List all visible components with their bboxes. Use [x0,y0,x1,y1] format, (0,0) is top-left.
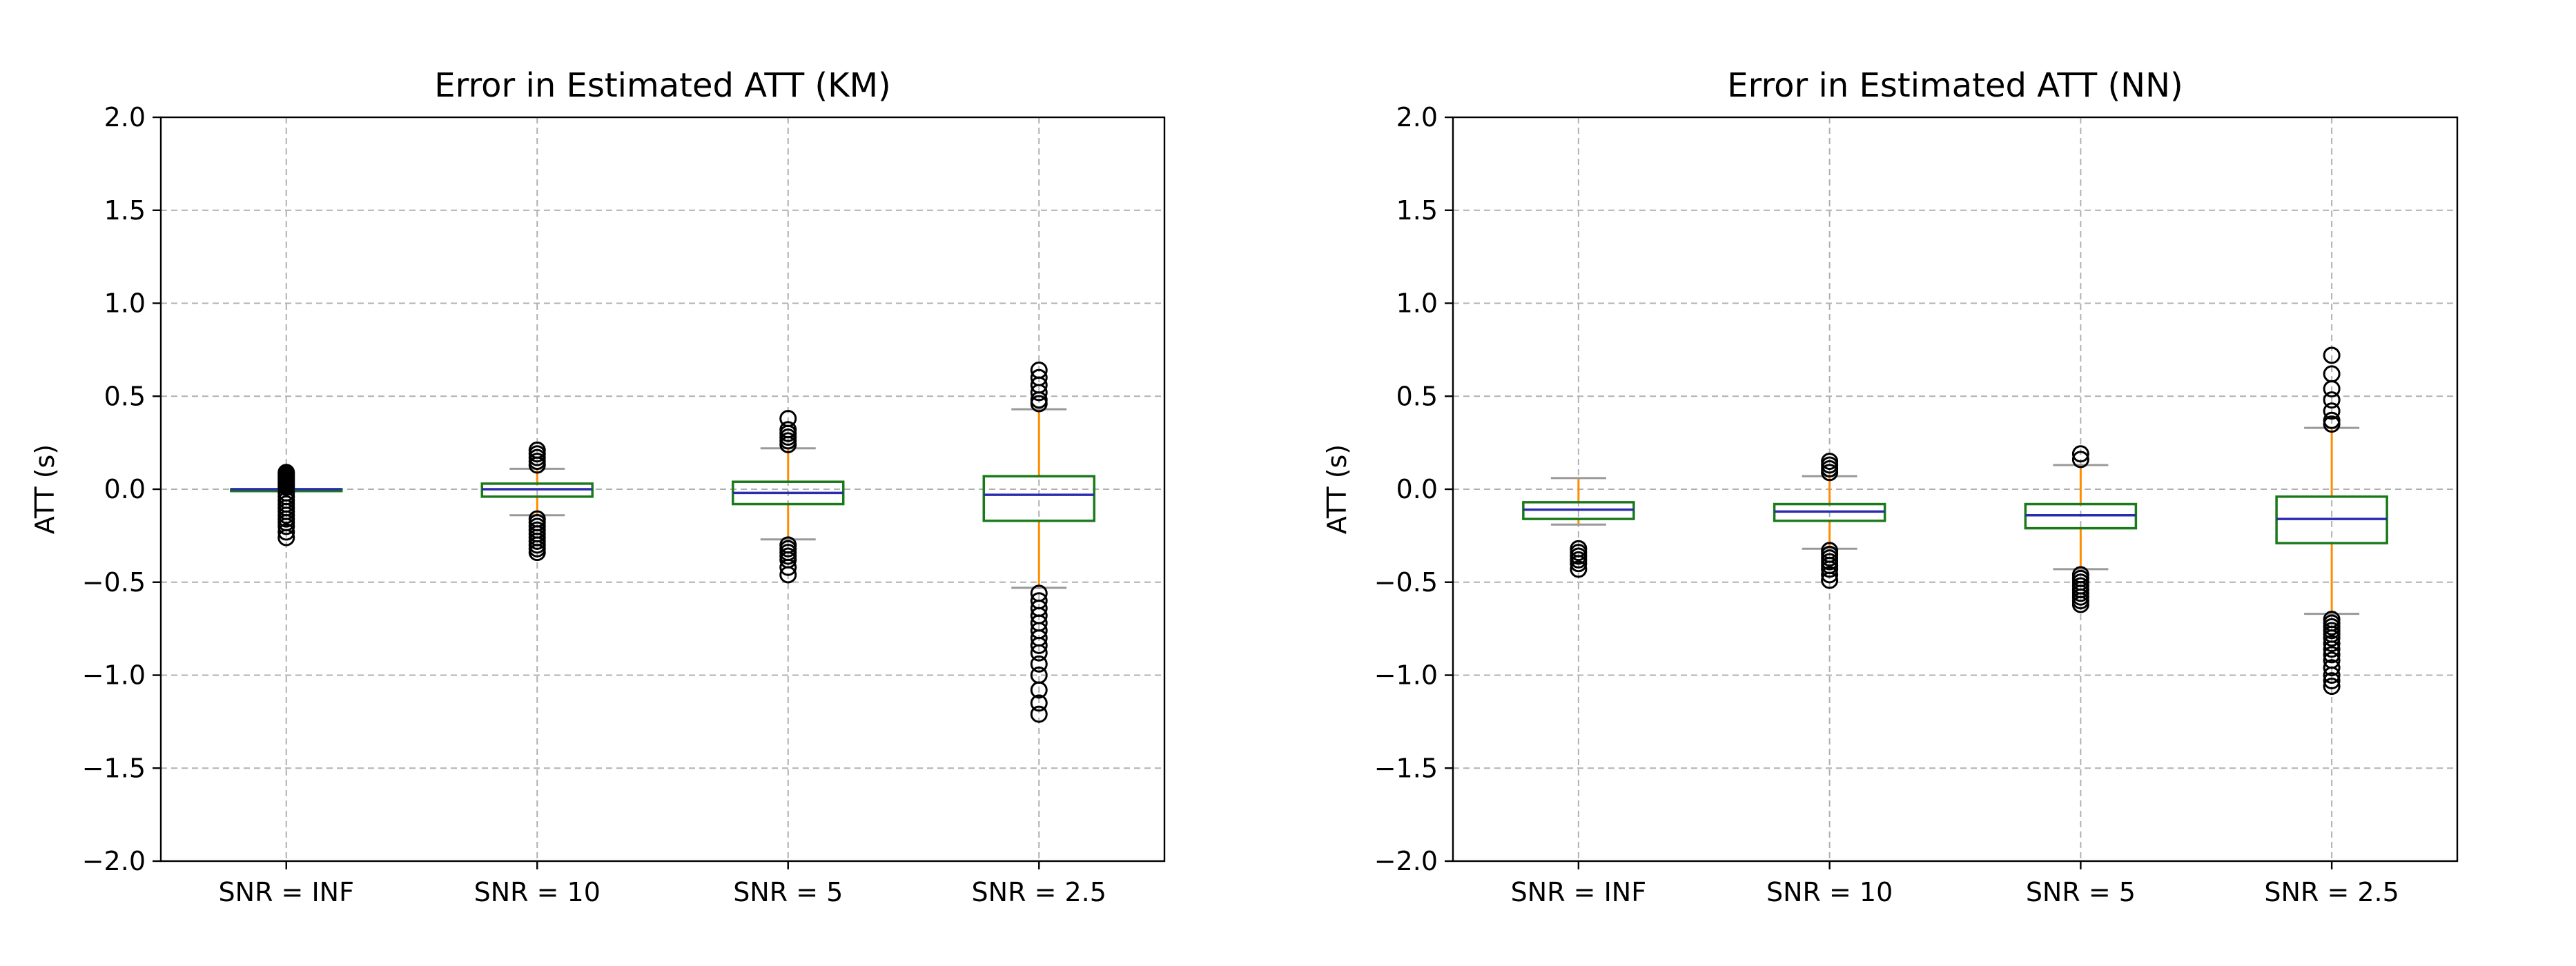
outlier-point [2323,346,2341,364]
x-tick-label: SNR = 5 [733,877,843,907]
outlier-point [1030,705,1048,723]
outlier-point [1030,636,1048,654]
outlier-point [277,478,295,496]
box-layer [1522,346,2388,696]
x-axis: SNR = INF SNR = 10 SNR = 5 SNR = 2.5 [219,861,1106,907]
outlier-point [2323,379,2341,397]
y-axis-label: ATT (s) [1322,444,1352,534]
chart-title: Error in Estimated ATT (NN) [1727,66,2183,105]
outlier-point [1030,681,1048,699]
y-tick-label: 1.0 [1396,288,1438,319]
outlier-point [2323,672,2341,690]
y-tick-label: 0.5 [104,381,146,411]
box-2 [480,441,594,562]
chart-panel-nn: −2.0 −1.5 −1.0 −0.5 0.0 0.5 1.0 1.5 2.0 SNR = IN… [1322,66,2459,907]
x-tick-label: SNR = 2.5 [2264,877,2399,907]
outlier-point [1030,694,1048,712]
iqr-box [982,475,1095,522]
box-4 [2275,346,2388,696]
box-3 [732,410,845,584]
outlier-point [1030,655,1048,673]
y-axis-label: ATT (s) [30,444,60,534]
y-tick-label: −1.0 [82,660,146,691]
y-axis: −2.0 −1.5 −1.0 −0.5 0.0 0.5 1.0 1.5 2.0 [1374,102,1453,876]
y-tick-label: −1.5 [82,753,146,783]
y-tick-label: −0.5 [1374,567,1438,598]
outlier-point [277,523,295,541]
outlier-point [528,456,546,474]
outlier-point [2323,402,2341,420]
outlier-point [2323,635,2341,653]
y-tick-label: −2.0 [82,846,146,876]
y-tick-label: 1.5 [104,195,146,226]
chart-panel-km: −2.0 −1.5 −1.0 −0.5 0.0 0.5 1.0 1.5 2.0 SNR = IN… [30,66,1166,907]
x-tick-label: SNR = 2.5 [972,877,1106,907]
outlier-point [2323,667,2341,684]
outlier-point [2323,640,2341,658]
x-tick-label: SNR = INF [219,877,354,907]
outlier-point [1030,395,1048,413]
x-tick-label: SNR = 10 [1766,877,1893,907]
outlier-point [277,529,295,546]
x-tick-label: SNR = 10 [474,877,601,907]
outlier-point [779,435,797,453]
outlier-point [1030,644,1048,662]
outlier-point [2323,391,2341,409]
outlier-point [779,558,797,576]
y-tick-label: 2.0 [104,102,146,132]
y-axis: −2.0 −1.5 −1.0 −0.5 0.0 0.5 1.0 1.5 2.0 [82,102,161,876]
outlier-point [2323,659,2341,677]
outlier-point [2323,678,2341,696]
y-tick-label: 0.5 [1396,381,1438,411]
y-tick-label: −1.5 [1374,753,1438,783]
y-tick-label: −1.0 [1374,660,1438,691]
box-layer [230,362,1095,723]
box-1 [230,464,343,546]
outlier-point [1030,384,1048,402]
y-tick-label: −0.5 [82,567,146,598]
box-4 [982,362,1095,723]
y-tick-label: −2.0 [1374,846,1438,876]
outlier-point [2323,646,2341,664]
outlier-point [1821,464,1839,482]
outlier-point [779,566,797,584]
outlier-point [2071,595,2089,613]
outlier-point [1821,571,1839,589]
outlier-point [1570,555,1588,573]
outlier-point [1821,566,1839,584]
outlier-point [277,518,295,535]
outlier-point [528,544,546,562]
outlier-point [2071,445,2089,463]
outlier-point [2071,451,2089,469]
y-tick-label: 2.0 [1396,102,1438,132]
x-tick-label: SNR = INF [1511,877,1646,907]
outlier-point [2323,415,2341,433]
outlier-point [1570,560,1588,578]
outlier-point [2323,629,2341,647]
x-tick-label: SNR = 5 [2026,877,2136,907]
y-tick-label: 0.0 [104,474,146,504]
box-2 [1773,453,1886,589]
chart-title: Error in Estimated ATT (KM) [434,66,891,105]
box-3 [2024,445,2138,613]
x-axis: SNR = INF SNR = 10 SNR = 5 SNR = 2.5 [1511,861,2399,907]
box-1 [1522,477,1635,578]
y-tick-label: 0.0 [1396,474,1438,504]
y-tick-label: 1.0 [104,288,146,319]
y-tick-label: 1.5 [1396,195,1438,226]
outlier-point [1821,560,1839,578]
